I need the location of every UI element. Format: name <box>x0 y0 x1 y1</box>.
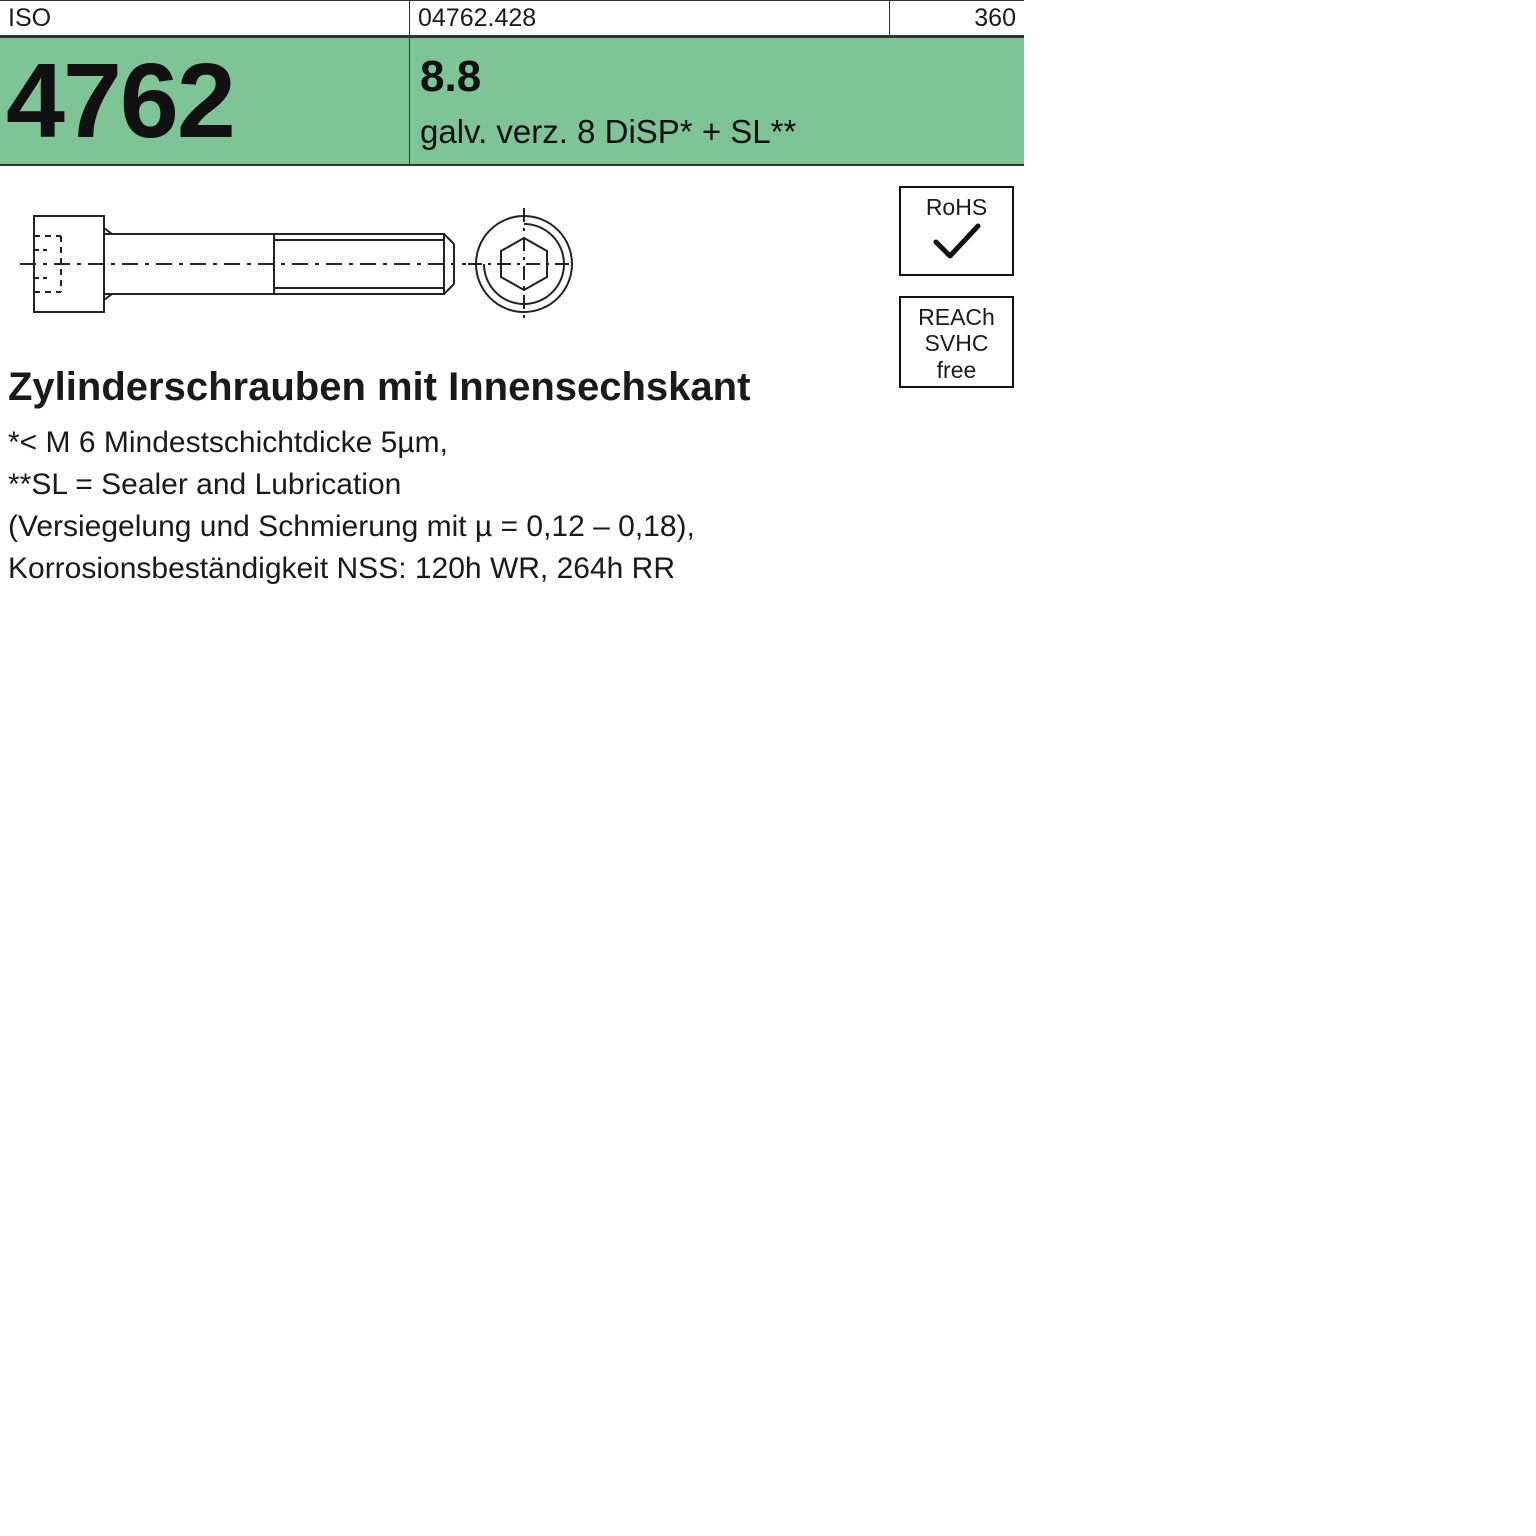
header-page: 360 <box>890 1 1024 35</box>
reach-line3: free <box>937 357 977 383</box>
banner-left: 4762 <box>0 38 410 164</box>
note-line-1: *< M 6 Mindestschichtdicke 5µm, <box>8 422 1024 464</box>
note-line-4: Korrosionsbeständigkeit NSS: 120h WR, 26… <box>8 548 1024 590</box>
check-icon <box>932 222 982 262</box>
screw-drawing <box>14 194 574 334</box>
product-title: Zylinderschrauben mit Innensechskant <box>0 361 1024 410</box>
reach-line2: SVHC <box>925 330 989 356</box>
header-iso: ISO <box>0 1 410 35</box>
header-code: 04762.428 <box>410 1 890 35</box>
banner-right: 8.8 galv. verz. 8 DiSP* + SL** <box>410 38 1024 164</box>
standard-number: 4762 <box>6 48 234 154</box>
rohs-label: RoHS <box>926 194 987 220</box>
note-line-3: (Versiegelung und Schmierung mit µ = 0,1… <box>8 506 1024 548</box>
datasheet-card: ISO 04762.428 360 4762 8.8 galv. verz. 8… <box>0 0 1024 590</box>
header-row: ISO 04762.428 360 <box>0 0 1024 36</box>
reach-badge: REACh SVHC free <box>899 296 1014 388</box>
reach-line1: REACh <box>918 304 995 330</box>
strength-grade: 8.8 <box>420 52 1016 102</box>
illustration-row: RoHS REACh SVHC free <box>0 166 1024 361</box>
footnotes: *< M 6 Mindestschichtdicke 5µm, **SL = S… <box>0 410 1024 590</box>
note-line-2: **SL = Sealer and Lubrication <box>8 464 1024 506</box>
banner: 4762 8.8 galv. verz. 8 DiSP* + SL** <box>0 36 1024 166</box>
surface-finish: galv. verz. 8 DiSP* + SL** <box>420 113 1016 151</box>
rohs-badge: RoHS <box>899 186 1014 276</box>
